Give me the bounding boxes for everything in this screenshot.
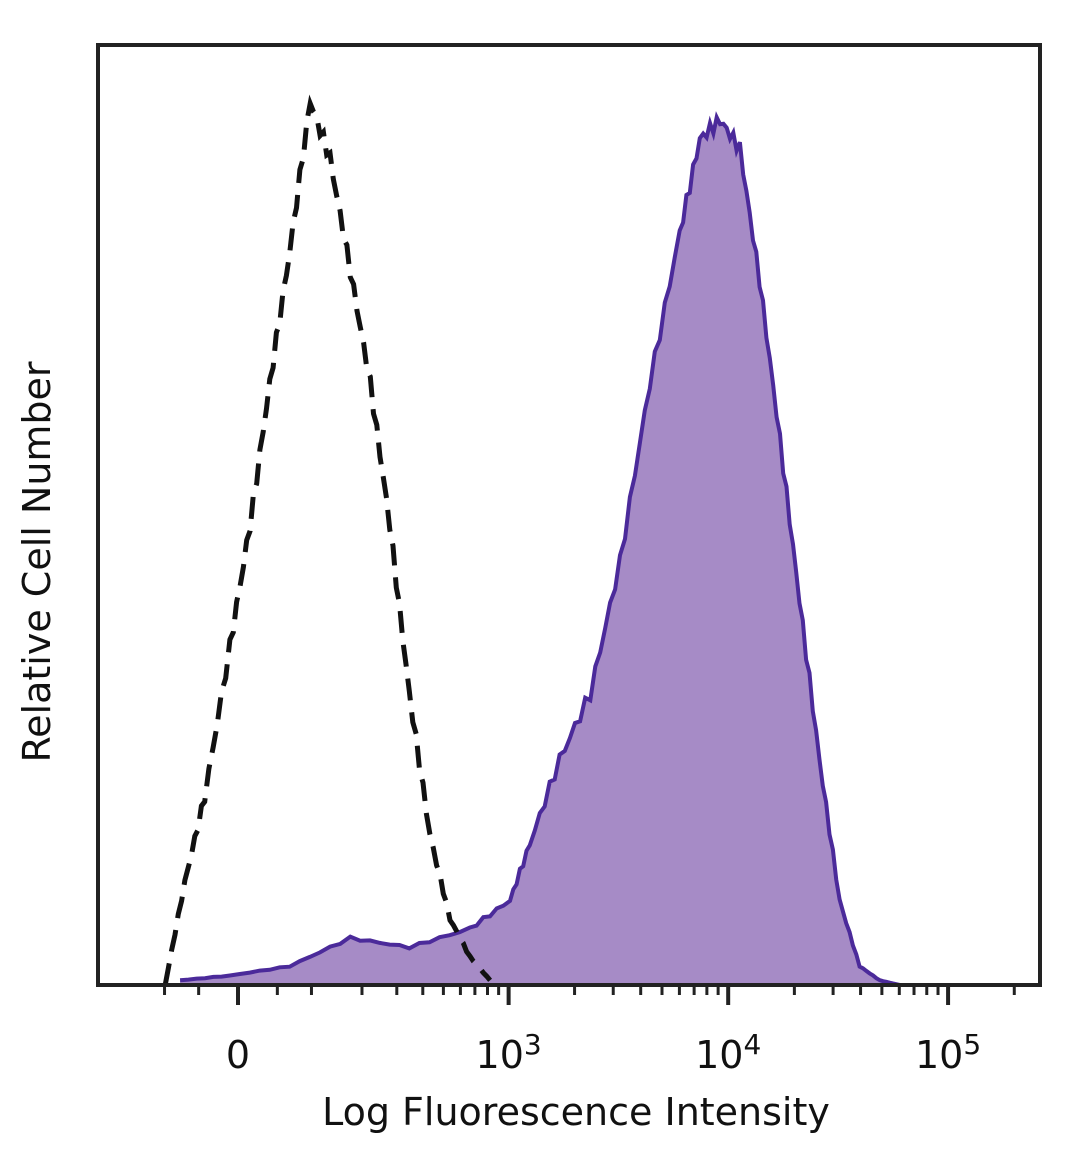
- y-axis-label: Relative Cell Number: [15, 361, 59, 762]
- x-tick-label: 104: [695, 1028, 761, 1077]
- dashed-control-histogram: [162, 94, 493, 986]
- series-layer: [162, 94, 901, 987]
- filled-histogram-outline: [179, 111, 901, 987]
- x-tick-label: 0: [226, 1033, 250, 1077]
- plot-frame: [96, 43, 1042, 987]
- x-axis-label: Log Fluorescence Intensity: [322, 1090, 830, 1134]
- x-axis-ticks: 0 103 104 105: [163, 985, 1016, 1077]
- filled-histogram-area: [180, 117, 900, 986]
- x-tick-label: 105: [915, 1028, 981, 1077]
- x-tick-label: 103: [476, 1028, 542, 1077]
